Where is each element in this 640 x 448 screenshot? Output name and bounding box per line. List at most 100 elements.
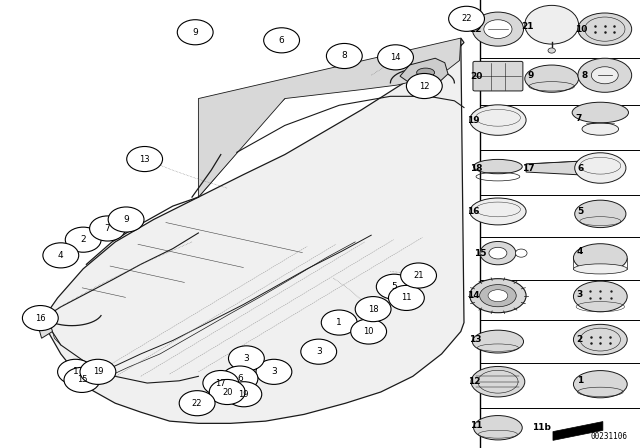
Text: 11: 11	[401, 293, 412, 302]
Polygon shape	[198, 38, 461, 197]
Circle shape	[58, 359, 93, 384]
Circle shape	[256, 359, 292, 384]
Text: 18: 18	[368, 305, 378, 314]
Text: 3: 3	[577, 290, 583, 299]
Ellipse shape	[489, 247, 507, 259]
Ellipse shape	[472, 330, 524, 353]
Text: 15: 15	[77, 375, 87, 384]
Text: 14: 14	[467, 291, 479, 300]
Circle shape	[449, 6, 484, 31]
Ellipse shape	[472, 12, 524, 46]
Circle shape	[355, 297, 391, 322]
Text: 13: 13	[140, 155, 150, 164]
Text: 19: 19	[93, 367, 103, 376]
Circle shape	[127, 146, 163, 172]
Ellipse shape	[488, 290, 508, 302]
Text: 10: 10	[575, 25, 588, 34]
Text: 19: 19	[239, 390, 249, 399]
Text: 8: 8	[581, 71, 588, 80]
Circle shape	[228, 346, 264, 371]
Ellipse shape	[470, 279, 526, 313]
Circle shape	[401, 263, 436, 288]
Text: 5: 5	[577, 207, 584, 216]
Text: 2: 2	[81, 235, 86, 244]
Text: 21: 21	[413, 271, 424, 280]
Text: 21: 21	[522, 22, 534, 31]
Text: 7: 7	[105, 224, 110, 233]
Text: 1: 1	[73, 367, 78, 376]
Polygon shape	[526, 161, 577, 175]
Text: 11: 11	[470, 421, 482, 430]
Polygon shape	[37, 316, 52, 338]
Circle shape	[301, 339, 337, 364]
Text: 8: 8	[342, 52, 347, 60]
Circle shape	[177, 20, 213, 45]
Circle shape	[222, 366, 258, 391]
Polygon shape	[553, 422, 603, 440]
Ellipse shape	[573, 244, 627, 272]
Text: 5: 5	[392, 282, 397, 291]
Ellipse shape	[573, 264, 627, 274]
Circle shape	[321, 310, 357, 335]
Text: 15: 15	[474, 249, 486, 258]
Circle shape	[406, 73, 442, 99]
Text: 13: 13	[468, 335, 481, 344]
Circle shape	[203, 370, 239, 396]
Text: 1: 1	[577, 376, 583, 385]
Text: 9: 9	[193, 28, 198, 37]
Polygon shape	[44, 38, 464, 423]
Text: 20: 20	[222, 388, 232, 396]
Ellipse shape	[582, 123, 619, 135]
Text: 11b: 11b	[532, 423, 551, 432]
Ellipse shape	[578, 58, 632, 92]
Ellipse shape	[575, 153, 626, 183]
Ellipse shape	[480, 241, 516, 265]
Text: 22: 22	[468, 25, 481, 34]
Ellipse shape	[573, 281, 627, 312]
Text: 2: 2	[577, 335, 583, 344]
Circle shape	[22, 306, 58, 331]
Text: 9: 9	[124, 215, 129, 224]
Text: 12: 12	[419, 82, 429, 90]
Circle shape	[376, 274, 412, 299]
Circle shape	[90, 216, 125, 241]
Circle shape	[326, 43, 362, 69]
Polygon shape	[400, 58, 448, 87]
Circle shape	[108, 207, 144, 232]
Ellipse shape	[572, 102, 628, 123]
Circle shape	[264, 28, 300, 53]
Text: 16: 16	[35, 314, 45, 323]
Ellipse shape	[474, 416, 522, 440]
Text: 19: 19	[467, 116, 479, 125]
Circle shape	[226, 382, 262, 407]
Text: 22: 22	[461, 14, 472, 23]
Text: 1: 1	[337, 318, 342, 327]
FancyBboxPatch shape	[473, 61, 523, 91]
Text: 22: 22	[192, 399, 202, 408]
Bar	[480, 0, 640, 448]
Ellipse shape	[573, 370, 627, 398]
Text: 9: 9	[528, 71, 534, 80]
Text: 16: 16	[467, 207, 479, 216]
Text: 18: 18	[470, 164, 482, 172]
Ellipse shape	[578, 13, 632, 45]
Ellipse shape	[525, 5, 579, 44]
Text: 3: 3	[316, 347, 321, 356]
Text: 14: 14	[390, 53, 401, 62]
Circle shape	[515, 249, 527, 257]
Circle shape	[351, 319, 387, 344]
Text: 6: 6	[279, 36, 284, 45]
Circle shape	[179, 391, 215, 416]
Text: 4: 4	[58, 251, 63, 260]
Circle shape	[65, 227, 101, 252]
Circle shape	[548, 48, 556, 53]
Text: 3: 3	[271, 367, 276, 376]
Text: 17: 17	[522, 164, 535, 172]
Ellipse shape	[575, 200, 626, 228]
Text: 00231106: 00231106	[590, 432, 627, 441]
Ellipse shape	[470, 105, 526, 135]
Text: 10: 10	[364, 327, 374, 336]
Ellipse shape	[484, 20, 512, 39]
Circle shape	[43, 243, 79, 268]
Circle shape	[64, 367, 100, 392]
